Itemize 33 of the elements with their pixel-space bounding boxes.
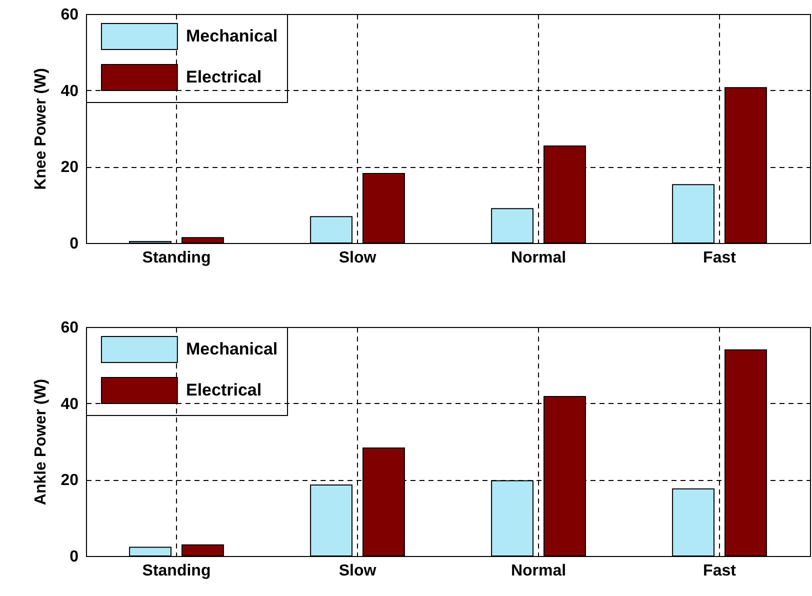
bar — [182, 544, 224, 556]
bar — [182, 237, 224, 244]
legend-label: Mechanical — [186, 340, 278, 358]
y-tick-label: 0 — [70, 548, 79, 566]
x-tick-label: Fast — [703, 250, 737, 266]
legend-label: Electrical — [186, 380, 262, 400]
bar — [672, 184, 714, 244]
bar — [310, 216, 352, 244]
x-tick-label: Normal — [510, 562, 566, 580]
legend-label: Electrical — [186, 68, 262, 86]
bar — [362, 173, 405, 244]
y-tick-label: 60 — [60, 320, 79, 336]
bar — [491, 208, 534, 244]
y-tick-label: 0 — [70, 236, 79, 252]
y-tick-label: 40 — [60, 82, 79, 100]
x-tick-label: Fast — [703, 562, 737, 580]
bar — [724, 349, 767, 556]
legend-label: Mechanical — [186, 26, 278, 46]
y-axis-title: Ankle Power (W) — [32, 378, 50, 506]
x-tick-label: Standing — [142, 250, 211, 266]
bar — [724, 87, 767, 244]
y-tick-label: 20 — [60, 472, 79, 490]
x-tick-label: Slow — [338, 250, 377, 266]
x-tick-label: Standing — [142, 562, 211, 580]
y-axis-title: Knee Power (W) — [32, 68, 50, 190]
y-tick-label: 20 — [60, 159, 79, 176]
bar — [129, 546, 172, 556]
bar — [310, 484, 352, 556]
x-tick-label: Normal — [510, 250, 566, 266]
bar — [672, 488, 714, 556]
x-tick-label: Slow — [338, 562, 377, 580]
y-tick-label: 60 — [60, 6, 79, 24]
y-tick-label: 40 — [60, 396, 79, 413]
